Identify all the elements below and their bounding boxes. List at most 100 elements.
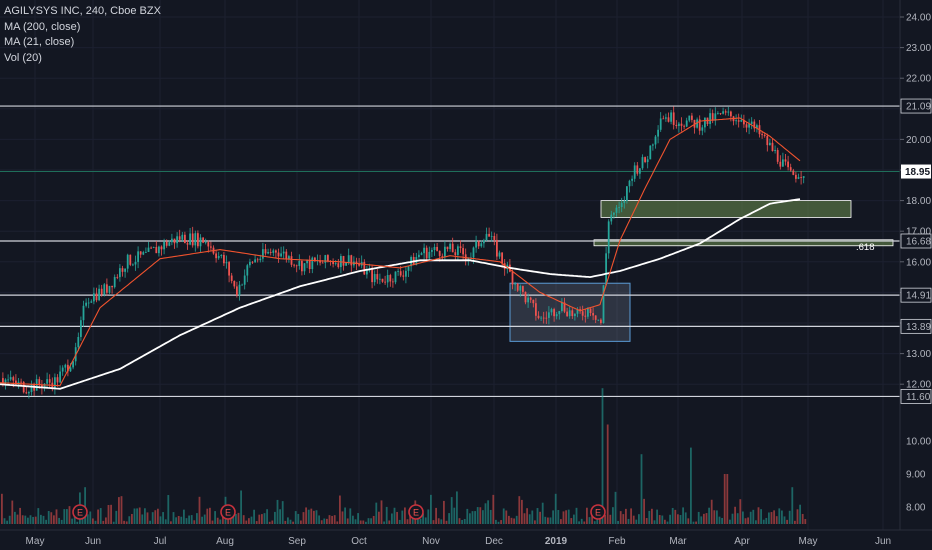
candle-body: [691, 115, 693, 120]
time-axis-panel[interactable]: [0, 530, 932, 550]
earnings-circle: [590, 504, 606, 520]
volume-bar: [476, 507, 479, 524]
candle-body: [277, 252, 280, 257]
candle-body: [54, 377, 56, 389]
volume-bar: [341, 511, 344, 524]
candle-body: [441, 255, 444, 257]
candle-body: [197, 233, 199, 247]
volume-bar: [567, 509, 570, 524]
volume-bar: [144, 508, 146, 524]
volume-bar: [526, 508, 528, 524]
volume-legend[interactable]: Vol (20): [4, 51, 42, 64]
volume-bar: [16, 514, 19, 524]
candle-body: [337, 263, 340, 268]
candle-body: [379, 278, 381, 280]
volume-bar: [755, 520, 757, 524]
candle-body: [485, 233, 488, 241]
candle-body: [342, 256, 345, 266]
candle-body: [145, 251, 147, 253]
volume-bar: [123, 520, 125, 524]
candle-body: [776, 150, 779, 162]
candle-body: [555, 314, 558, 317]
candle-body: [553, 309, 555, 317]
volume-bar: [565, 510, 567, 524]
volume-bar: [580, 518, 583, 524]
candle-body: [493, 235, 496, 240]
volume-bar: [695, 521, 697, 524]
volume-bar: [653, 520, 656, 524]
volume-bar: [453, 507, 456, 524]
volume-bar: [716, 510, 718, 524]
volume-bar: [591, 513, 593, 524]
candle-body: [207, 242, 210, 247]
candle-body: [652, 144, 654, 146]
candle-body: [319, 260, 321, 263]
candle-body: [267, 252, 269, 254]
volume-bar: [645, 518, 648, 524]
volume-bar: [437, 518, 440, 524]
volume-bar: [734, 506, 736, 524]
candle-body: [438, 250, 441, 256]
volume-bar: [801, 513, 804, 524]
candle-body: [358, 263, 360, 266]
volume-bar: [162, 512, 164, 524]
volume-bar: [424, 517, 427, 524]
volume-bar: [450, 497, 453, 524]
volume-bar: [497, 521, 500, 524]
volume-tick-label: 9.00: [906, 470, 926, 481]
candle-body: [394, 271, 397, 283]
candle-body: [597, 319, 600, 321]
candle-body: [20, 381, 22, 383]
candle-body: [373, 274, 376, 283]
time-tick-label: Feb: [608, 536, 626, 547]
volume-bar: [63, 509, 66, 524]
volume-bar: [617, 520, 619, 524]
candle-body: [771, 142, 774, 151]
ma200-legend[interactable]: MA (200, close): [4, 20, 81, 33]
candle-body: [386, 275, 389, 283]
candle-body: [519, 286, 522, 291]
candle-body: [550, 309, 553, 313]
volume-bar: [541, 502, 544, 524]
symbol-title[interactable]: AGILYSYS INC, 240, Cboe BZX: [4, 5, 161, 17]
candle-body: [238, 284, 241, 296]
volume-bar: [261, 514, 263, 524]
ma21-legend[interactable]: MA (21, close): [4, 36, 75, 48]
volume-bar: [34, 516, 37, 524]
level-price-tag: [900, 287, 932, 303]
time-tick-label: Jun: [85, 536, 101, 547]
volume-bar: [302, 512, 305, 524]
candle-body: [64, 364, 67, 368]
volume-bar: [359, 520, 362, 524]
volume-bar: [297, 513, 300, 524]
candle-body: [774, 150, 776, 151]
volume-bar: [107, 504, 110, 524]
candle-body: [243, 275, 246, 285]
candle-body: [106, 284, 108, 293]
volume-bar: [588, 517, 591, 524]
volume-bar: [635, 519, 638, 524]
candle-body: [194, 233, 197, 246]
candle-body: [789, 167, 792, 171]
volume-bar: [765, 517, 768, 524]
volume-bar: [463, 518, 466, 524]
candle-body: [202, 237, 204, 243]
candle-body: [571, 310, 574, 317]
candle-body: [623, 200, 626, 204]
volume-bar: [799, 504, 801, 524]
volume-bar: [149, 520, 151, 524]
volume-bar: [131, 514, 133, 524]
candle-body: [12, 377, 15, 381]
volume-bar: [292, 521, 294, 524]
price-axis-panel[interactable]: [900, 0, 932, 530]
volume-bar: [6, 520, 8, 524]
candle-body: [108, 285, 111, 293]
price-tick-label: 13.00: [906, 349, 931, 360]
candle-body: [163, 241, 165, 250]
candle-body: [795, 174, 797, 179]
volume-bar: [443, 500, 445, 524]
volume-bar: [474, 511, 476, 524]
candle-body: [462, 248, 464, 255]
volume-bar: [482, 510, 484, 524]
